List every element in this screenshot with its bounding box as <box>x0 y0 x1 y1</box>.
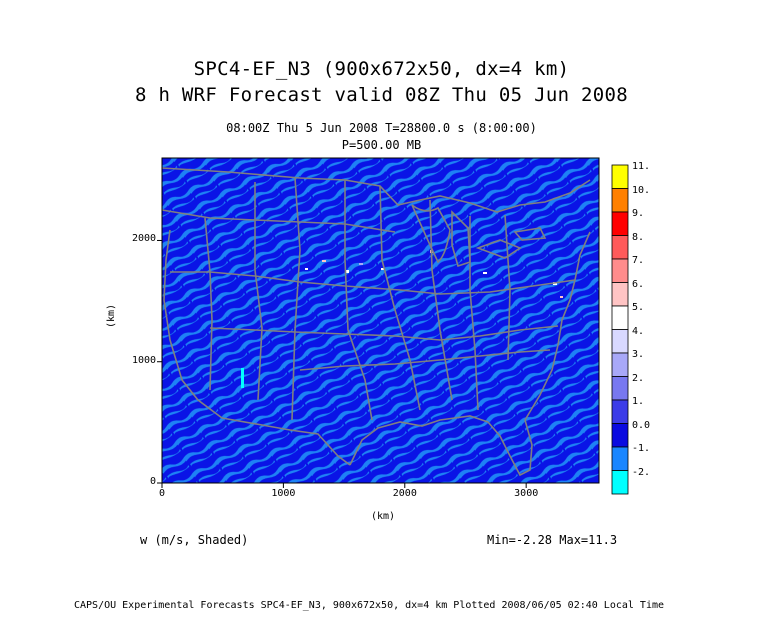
x-tick-label: 3000 <box>514 488 539 499</box>
colorbar-label: 8. <box>632 231 645 243</box>
colorbar-cell <box>611 352 629 377</box>
colorbar-cell <box>611 399 629 424</box>
political-boundaries <box>162 167 591 477</box>
x-tick-label: 2000 <box>392 488 417 499</box>
x-tick-label: 0 <box>159 488 166 499</box>
colorbar-label: -2. <box>632 466 651 478</box>
colorbar-label: 11. <box>632 161 651 172</box>
colorbar-cell <box>611 188 629 213</box>
x-axis <box>161 483 527 488</box>
title-line-2: 8 h WRF Forecast valid 08Z Thu 05 Jun 20… <box>134 84 629 106</box>
colorbar-label: -1. <box>632 443 651 454</box>
colorbar-label: 3. <box>632 349 645 360</box>
colorbar-cell <box>611 470 629 495</box>
colorbar-cell <box>611 164 629 189</box>
colorbar-cell <box>611 211 629 236</box>
colorbar-cell <box>611 305 629 330</box>
variable-label: w (m/s, Shaded) <box>140 533 249 547</box>
map-plot-area <box>161 157 600 484</box>
colorbar-cell <box>611 376 629 401</box>
colorbar-label: 2. <box>632 372 645 384</box>
colorbar-cell <box>611 282 629 307</box>
footer-credit: CAPS/OU Experimental Forecasts SPC4-EF_N… <box>74 600 665 611</box>
colorbar-cell <box>611 329 629 354</box>
colorbar-label: 7. <box>632 255 645 266</box>
colorbar-cell <box>611 258 629 283</box>
y-axis-label: (km) <box>106 303 117 328</box>
y-tick-label: 0 <box>150 476 157 487</box>
y-tick-label: 2000 <box>132 233 157 245</box>
colorbar-label: 4. <box>632 325 645 337</box>
colorbar-label: 9. <box>632 208 645 219</box>
y-tick-label: 1000 <box>132 354 157 366</box>
colorbar-cell <box>611 423 629 448</box>
colorbar-label: 5. <box>632 302 645 313</box>
colorbar-cell <box>611 235 629 260</box>
plot-frame <box>161 157 600 484</box>
colorbar-label: 0.0 <box>632 419 651 431</box>
colorbar <box>611 164 629 495</box>
x-axis-label: (km) <box>371 511 396 522</box>
min-max-stats: Min=-2.28 Max=11.3 <box>487 533 618 547</box>
colorbar-cell <box>611 446 629 471</box>
colorbar-label: 10. <box>632 184 651 196</box>
x-tick-label: 1000 <box>271 488 296 499</box>
colorbar-label: 6. <box>632 278 645 290</box>
subtitle-level: P=500.00 MB <box>341 138 422 152</box>
y-axis <box>157 239 162 484</box>
subtitle-time: 08:00Z Thu 5 Jun 2008 T=28800.0 s (8:00:… <box>226 121 537 135</box>
title-line-1: SPC4-EF_N3 (900x672x50, dx=4 km) <box>193 58 570 80</box>
colorbar-label: 1. <box>632 396 645 407</box>
